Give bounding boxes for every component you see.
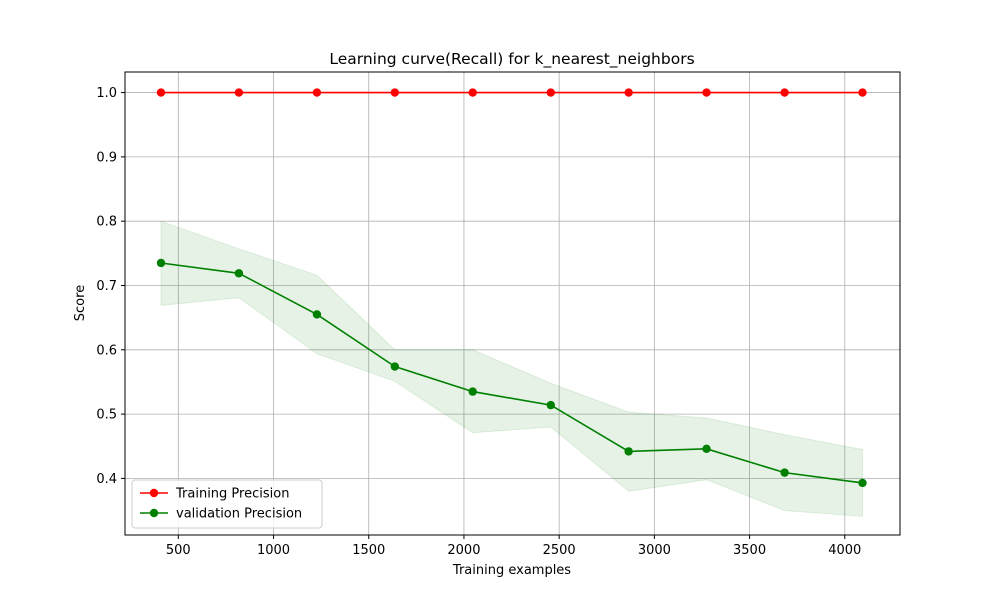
x-tick-label: 3500: [733, 543, 766, 558]
series-1-point: [468, 387, 477, 396]
series-0-point: [156, 88, 166, 97]
x-tick-label: 4000: [828, 543, 861, 558]
legend-box: [131, 479, 323, 529]
legend-marker-0: [149, 488, 159, 498]
chart-title: Learning curve(Recall) for k_nearest_nei…: [329, 50, 694, 69]
series-0-point: [858, 88, 867, 97]
legend-label-1: validation Precision: [176, 507, 302, 522]
x-tick-label: 1500: [352, 543, 385, 558]
series-0-point: [312, 88, 322, 97]
legend-label-0: Training Precision: [175, 487, 289, 502]
series-1-point: [312, 310, 322, 319]
legend-marker-1: [149, 508, 159, 518]
series-1-point: [858, 478, 867, 488]
y-tick-label: 0.9: [96, 150, 117, 165]
series-1-point: [234, 269, 244, 278]
series-1-point: [780, 468, 789, 477]
series-1-point: [156, 258, 166, 268]
series-1-line: [160, 262, 863, 484]
y-tick-label: 0.6: [96, 343, 117, 358]
y-tick-label: 0.5: [96, 408, 117, 423]
series-0-point: [468, 88, 477, 97]
legend: Training Precision validation Precision: [131, 479, 323, 529]
x-axis-label: Training examples: [452, 563, 571, 578]
x-tick-label: 2500: [543, 543, 576, 558]
series-0-point: [702, 88, 711, 97]
series-0-point: [234, 88, 244, 97]
series-1-point: [702, 444, 711, 454]
series-1-point: [546, 400, 555, 410]
series-0-point: [624, 88, 633, 97]
x-tick-label: 3000: [638, 543, 671, 558]
plot-area: 500 1000 1500 2000 2500 3000 3500 4000 0.4 0.5 0.6…: [96, 71, 901, 558]
y-tick-label: 0.7: [96, 279, 117, 294]
x-tick-label: 1000: [257, 543, 290, 558]
y-tick-label: 1.0: [96, 86, 117, 101]
y-axis-label: Score: [73, 285, 88, 321]
y-tick-label: 0.4: [96, 472, 117, 487]
axes-frame: [124, 71, 901, 536]
y-tick-label: 0.8: [96, 215, 117, 230]
x-tick-label: 500: [166, 543, 191, 558]
series-0-point: [780, 88, 789, 97]
series-0-point: [390, 88, 400, 97]
series-0-point: [546, 88, 555, 97]
x-tick-label: 2000: [447, 543, 480, 558]
series-1-point: [390, 362, 400, 371]
series-1-point: [624, 447, 633, 456]
series-1-band: [160, 220, 863, 517]
